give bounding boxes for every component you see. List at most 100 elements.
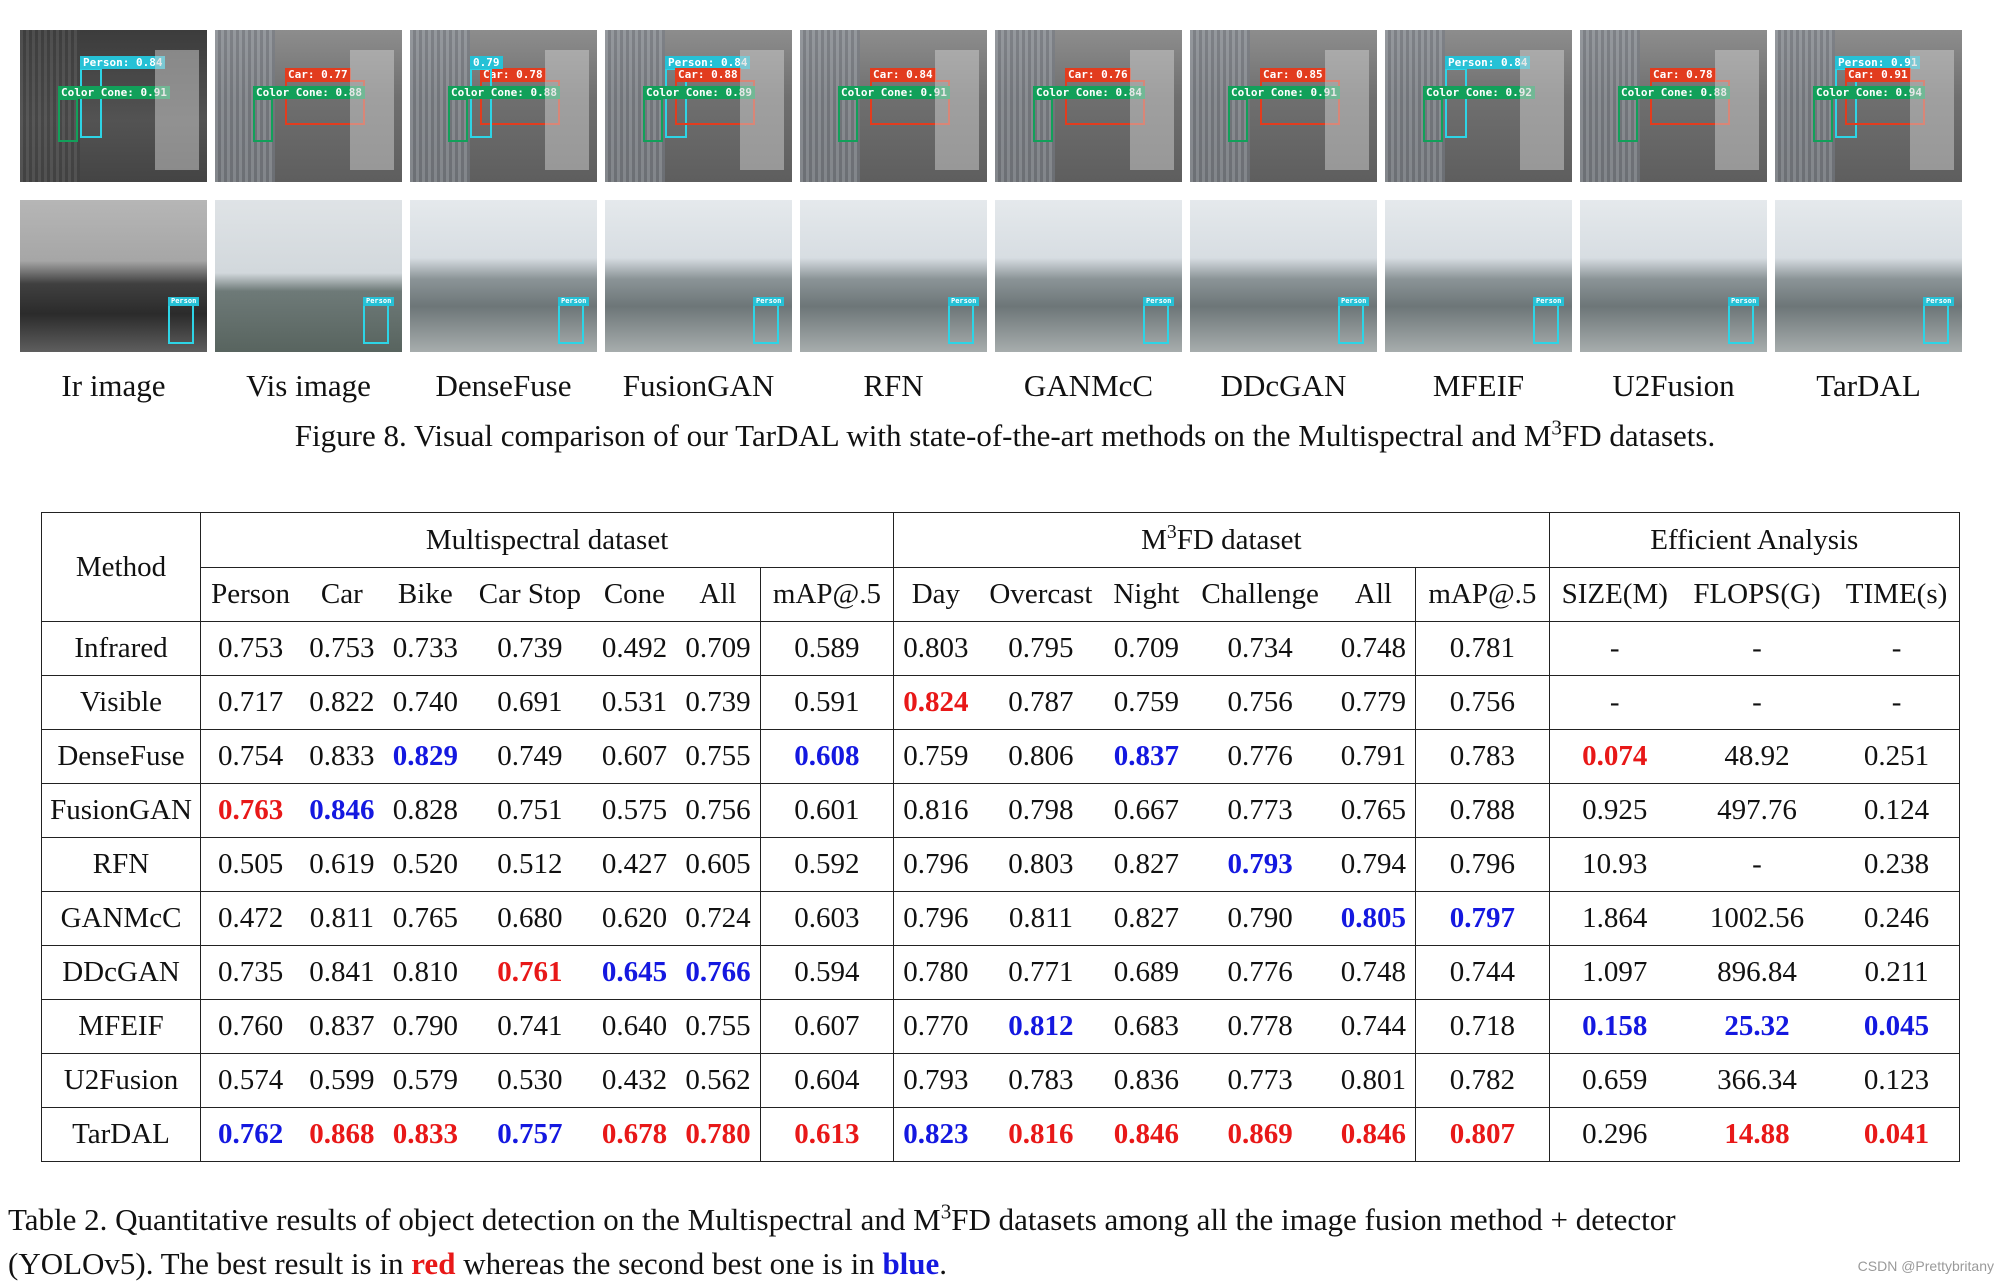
table-cell: 0.793 xyxy=(1188,837,1332,892)
table-cell: 0.805 xyxy=(1331,891,1417,946)
table-cell: 0.828 xyxy=(383,783,468,838)
table-cell: 0.780 xyxy=(676,1107,761,1162)
table-cell: 0.846 xyxy=(1331,1107,1417,1162)
thumbnail-multispectral: Car: 0.85 Color Cone: 0.91 xyxy=(1190,30,1377,182)
second-best-value: 0.766 xyxy=(685,956,751,988)
second-best-value: 0.793 xyxy=(1227,848,1293,880)
detection-label: Color Cone: 0.91 xyxy=(838,86,950,99)
table-cell: 0.124 xyxy=(1834,783,1961,838)
table-cell: 0.755 xyxy=(676,999,761,1054)
column-header: Person xyxy=(200,567,301,622)
table-cell: 0.770 xyxy=(893,999,978,1054)
table-cell: 0.505 xyxy=(200,837,301,892)
detection-box: Person xyxy=(1923,297,1955,344)
thumbnail-multispectral: Car: 0.78 Color Cone: 0.88 xyxy=(1580,30,1767,182)
detection-label: Person: 0.84 xyxy=(1445,56,1531,69)
table-cell: 0.640 xyxy=(592,999,677,1054)
table-cell: 0.238 xyxy=(1834,837,1961,892)
column-header: All xyxy=(1331,567,1417,622)
table-cell: 0.683 xyxy=(1104,999,1189,1054)
figure-method-label: Vis image xyxy=(246,368,371,403)
table-cell: - xyxy=(1679,837,1835,892)
detection-box: Car: 0.85 xyxy=(1260,68,1340,125)
table-cell: 0.645 xyxy=(592,945,677,1000)
detection-label: Color Cone: 0.84 xyxy=(1033,86,1145,99)
table-cell: 0.158 xyxy=(1549,999,1680,1054)
table-cell: - xyxy=(1549,675,1680,730)
table-2-caption: Table 2. Quantitative results of object … xyxy=(8,1199,1676,1281)
column-header: FLOPS(G) xyxy=(1679,567,1835,622)
caption-red-word: red xyxy=(411,1246,456,1281)
table-cell: 0.776 xyxy=(1188,729,1332,784)
detection-label: Color Cone: 0.91 xyxy=(58,86,170,99)
table-cell: 0.756 xyxy=(1415,675,1550,730)
table-cell: 0.748 xyxy=(1331,945,1417,1000)
table-cell: 0.811 xyxy=(977,891,1105,946)
table-cell: 0.575 xyxy=(592,783,677,838)
table-cell: 0.734 xyxy=(1188,621,1332,676)
detection-label: Person xyxy=(363,297,395,306)
table-cell: 0.211 xyxy=(1834,945,1961,1000)
table-cell: 0.760 xyxy=(200,999,301,1054)
detection-label: Color Cone: 0.88 xyxy=(253,86,365,99)
table-cell: 0.773 xyxy=(1188,1053,1332,1108)
table-cell: 0.771 xyxy=(977,945,1105,1000)
table-cell: 0.678 xyxy=(592,1107,677,1162)
table-cell: - xyxy=(1834,675,1961,730)
second-best-value: 0.823 xyxy=(903,1118,969,1150)
second-best-value: 0.757 xyxy=(497,1118,563,1150)
table-cell: 0.123 xyxy=(1834,1053,1961,1108)
detection-box: Person: 0.84 xyxy=(80,56,166,138)
detection-label: Car: 0.85 xyxy=(1260,68,1326,81)
figure-row-m3fd: Person Person Person Person Person Person Pers… xyxy=(20,200,1970,352)
thumbnail-multispectral: Car: 0.77 Color Cone: 0.88 xyxy=(215,30,402,182)
table-cell: - xyxy=(1679,621,1835,676)
second-best-value: 0.829 xyxy=(392,740,458,772)
table-cell: 0.778 xyxy=(1188,999,1332,1054)
detection-label: Color Cone: 0.94 xyxy=(1813,86,1925,99)
table-cell: 0.724 xyxy=(676,891,761,946)
second-best-value: 25.32 xyxy=(1724,1010,1790,1042)
detection-label: Person xyxy=(1338,297,1370,306)
figure-method-label: DDcGAN xyxy=(1220,368,1347,403)
table-cell: 0.776 xyxy=(1188,945,1332,1000)
table-cell: 0.773 xyxy=(1188,783,1332,838)
detection-label: Color Cone: 0.89 xyxy=(643,86,755,99)
thumbnail-m3fd: Person xyxy=(995,200,1182,352)
table-cell: 0.749 xyxy=(467,729,593,784)
best-value: 14.88 xyxy=(1724,1118,1790,1150)
table-cell: 0.512 xyxy=(467,837,593,892)
best-value: 0.678 xyxy=(601,1118,668,1150)
figure-method-label: TarDAL xyxy=(1816,368,1921,403)
detection-box: Color Cone: 0.91 xyxy=(1228,86,1340,142)
best-value: 0.846 xyxy=(1340,1118,1407,1150)
column-header: Day xyxy=(893,567,978,622)
detection-box: 0.79 xyxy=(470,56,503,138)
table-cell: 0.574 xyxy=(200,1053,301,1108)
table-cell: 0.791 xyxy=(1331,729,1417,784)
table-cell: 10.93 xyxy=(1549,837,1680,892)
method-header: Method xyxy=(41,512,201,622)
best-value: 0.041 xyxy=(1863,1118,1930,1150)
detection-box: Color Cone: 0.92 xyxy=(1423,86,1535,142)
table-row: Infrared 0.753 0.753 0.733 0.739 0.492 0.709 0.… xyxy=(41,621,1961,676)
best-value: 0.074 xyxy=(1582,740,1648,772)
group-efficient-analysis: Efficient Analysis xyxy=(1548,512,1961,568)
table-cell: 0.251 xyxy=(1834,729,1961,784)
column-header: All xyxy=(676,567,761,622)
column-header: Challenge xyxy=(1188,567,1332,622)
table-cell: 0.041 xyxy=(1834,1107,1961,1162)
detection-box: Color Cone: 0.84 xyxy=(1033,86,1145,142)
table-cell: 0.246 xyxy=(1834,891,1961,946)
table-cell: 0.074 xyxy=(1549,729,1680,784)
table-cell: 0.659 xyxy=(1549,1053,1680,1108)
table-cell: 0.604 xyxy=(760,1053,895,1108)
table-cell: 0.827 xyxy=(1104,837,1189,892)
results-table: Method Multispectral dataset M3FD datase… xyxy=(41,512,1961,1162)
column-header: Car Stop xyxy=(467,567,593,622)
thumbnail-m3fd: Person xyxy=(1775,200,1962,352)
table-cell: 0.793 xyxy=(893,1053,978,1108)
detection-box: Color Cone: 0.88 xyxy=(448,86,560,142)
method-name-cell: GANMcC xyxy=(41,891,201,946)
figure-method-label: GANMcC xyxy=(1023,368,1154,403)
